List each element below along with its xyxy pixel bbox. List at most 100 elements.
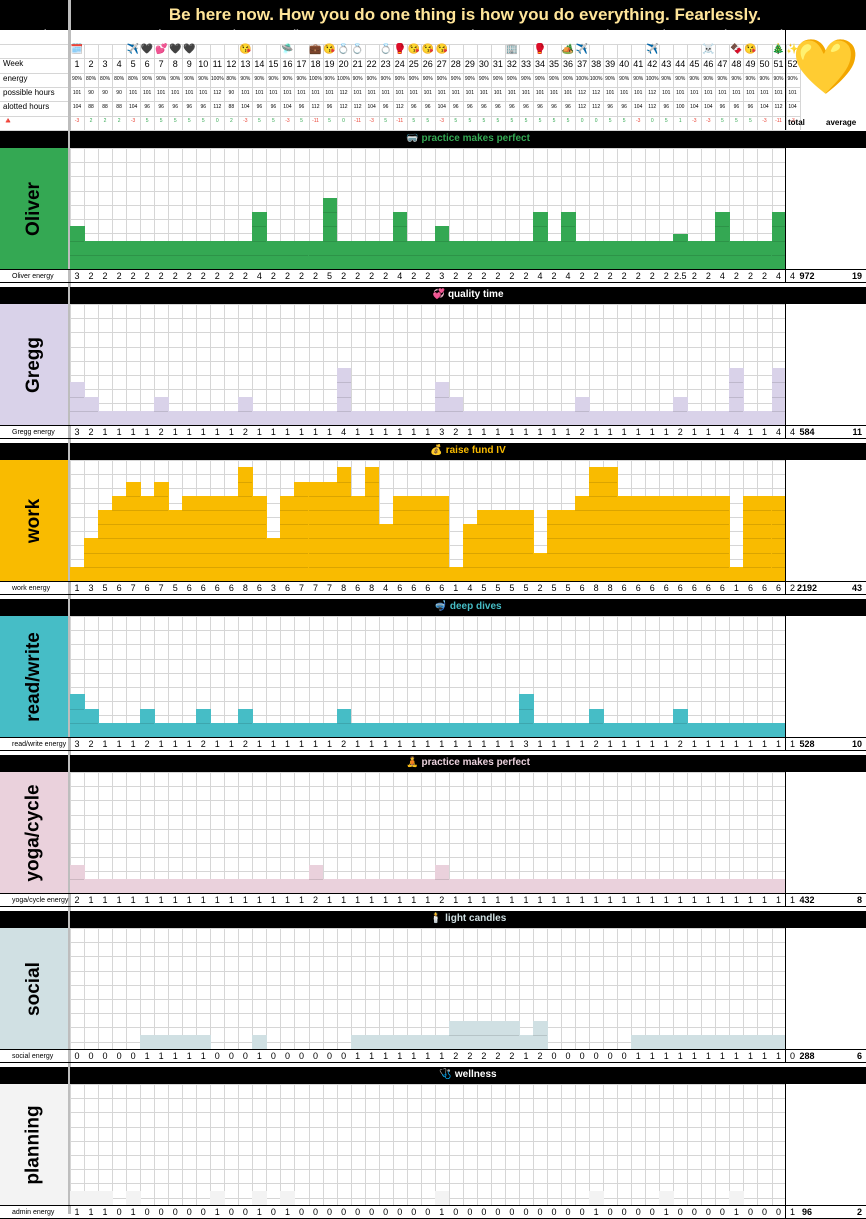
energy-bar [308,410,324,425]
energy-value: 0 [383,1207,389,1217]
energy-bar [70,864,85,893]
possible-hours-cell: 101 [157,90,166,96]
grid-line [659,304,661,425]
grid-line [462,460,464,581]
grid-line [701,1084,703,1205]
alotted-hours-cell: 96 [410,104,417,110]
energy-bar [364,467,380,581]
bar-cell-line [70,254,85,256]
bar-cell-line [434,510,449,511]
energy-bar [687,495,702,581]
bar-cell-line [434,240,449,242]
energy-bar [659,410,674,425]
grid-line [252,304,254,425]
energy-bar [547,240,562,269]
grid-line [322,928,324,1049]
delta-cell: 5 [187,118,191,124]
grid-line [70,460,71,581]
alotted-hours-cell: 112 [395,104,404,110]
bar-cell-line [617,254,632,256]
bar-cell-line [757,552,772,554]
bar-cell-line [308,878,323,880]
alotted-hours-cell: 96 [481,104,487,110]
energy-bar [168,240,183,269]
grid-line [84,148,86,269]
energy-bar [266,240,282,269]
energy-bar [238,240,253,269]
bar-cell-line [575,524,590,526]
bar-cell-line [322,566,337,568]
delta-cell: 5 [328,118,331,124]
section-icon: 🤿 [434,601,447,612]
energy-cell: 80% [128,76,139,82]
energy-value: 1 [144,895,150,905]
energy-bar [140,708,155,737]
energy-value: 1 [383,895,389,905]
grid-line [126,304,128,425]
weeks-cell: 7 [158,59,164,69]
grid-line [617,304,619,425]
delta-cell: 2 [229,118,233,124]
alotted-hours-cell: 96 [172,104,178,110]
energy-value: 1 [649,895,655,905]
bar-cell-line [687,538,702,540]
weeks-cell: 39 [605,59,616,69]
weeks-cell: 4 [116,59,122,69]
weeks-cell: 51 [773,59,784,69]
energy-value: 2 [481,1051,487,1061]
energy-bar [504,410,520,425]
bar-cell-line [743,552,758,554]
energy-value: 0 [579,1051,585,1061]
energy-value: 1 [411,739,417,749]
row-label-energy: energy [3,74,28,83]
grid-line [462,928,464,1049]
bar-cell-line [364,524,379,526]
energy-bar [434,864,450,893]
section-title-bar [70,755,866,772]
energy-row-label: work energy [12,585,51,592]
grid-line [238,772,240,893]
energy-value: 2 [313,271,319,281]
bar-cell-line [336,254,351,256]
bar-cell-line [266,254,281,256]
energy-bar [406,240,422,269]
bar-cell-line [378,254,393,256]
bar-cell-line [126,510,141,511]
header-grid-line [406,44,408,130]
bar-cell-line [434,552,449,554]
energy-bar [168,410,183,425]
bar-cell-line [392,510,407,511]
energy-cell: 90% [394,76,405,82]
grid-line [757,616,759,737]
energy-value: 1 [691,1051,697,1061]
energy-bar [561,878,576,893]
energy-bar [224,722,239,737]
energy-value: 0 [144,1207,150,1217]
possible-hours-cell: 101 [535,90,545,96]
energy-bar [364,410,380,425]
energy-bar [196,1034,211,1049]
energy-bar [98,410,113,425]
weeks-cell: 43 [661,59,672,69]
energy-value: 1 [565,739,571,749]
energy-value: 1 [256,1051,262,1061]
energy-value: 1 [369,427,375,437]
possible-hours-cell: 101 [381,90,390,96]
energy-bar [336,878,352,893]
energy-value: 6 [705,583,711,593]
section-title: 🥽 practice makes perfect [70,134,866,144]
energy-bar [729,368,745,425]
energy-bar [561,722,576,737]
grid-line [98,148,100,269]
bar-cell-line [420,566,435,568]
grid-line [434,616,436,737]
energy-value: 1 [130,895,136,905]
energy-value: 1 [607,895,613,905]
grid-line [168,928,170,1049]
event-emoji: 🏕️ [561,44,575,55]
section-label: work [22,498,44,543]
energy-value: 1 [649,739,655,749]
bar-cell-line [476,538,491,540]
energy-value: 1 [551,895,557,905]
energy-value: 1 [425,895,431,905]
